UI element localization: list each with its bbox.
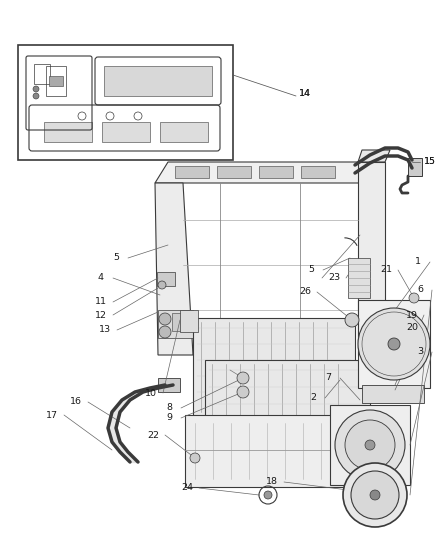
Text: 11: 11 — [95, 297, 107, 306]
Text: 14: 14 — [299, 88, 311, 98]
Polygon shape — [155, 162, 372, 183]
Bar — [408, 158, 422, 176]
Bar — [348, 258, 370, 298]
Text: 15: 15 — [424, 157, 436, 166]
Bar — [104, 66, 212, 96]
Circle shape — [33, 93, 39, 99]
Text: 21: 21 — [380, 265, 392, 274]
Text: 22: 22 — [147, 431, 159, 440]
Bar — [180, 310, 198, 332]
Bar — [157, 272, 175, 286]
Bar — [160, 122, 208, 142]
Bar — [193, 318, 355, 416]
Circle shape — [159, 326, 171, 338]
Text: 18: 18 — [266, 478, 278, 487]
Text: 3: 3 — [417, 348, 423, 357]
Bar — [46, 66, 66, 96]
Text: 1: 1 — [415, 257, 421, 266]
Text: 8: 8 — [166, 403, 172, 413]
Bar — [175, 166, 209, 178]
Circle shape — [409, 293, 419, 303]
Circle shape — [358, 308, 430, 380]
Circle shape — [335, 410, 405, 480]
Bar — [358, 300, 430, 388]
Bar — [205, 360, 370, 442]
Bar — [158, 378, 180, 392]
Text: 19: 19 — [406, 311, 418, 319]
Circle shape — [343, 463, 407, 527]
Bar — [158, 310, 193, 338]
Circle shape — [264, 491, 272, 499]
Text: 12: 12 — [95, 311, 107, 319]
Circle shape — [345, 420, 395, 470]
Circle shape — [388, 338, 400, 350]
Text: 24: 24 — [181, 483, 193, 492]
Text: 15: 15 — [424, 157, 436, 166]
Text: 5: 5 — [308, 265, 314, 274]
Bar — [330, 405, 410, 485]
Text: 23: 23 — [328, 273, 340, 282]
Circle shape — [237, 372, 249, 384]
Bar — [34, 64, 50, 84]
Text: 2: 2 — [310, 393, 316, 402]
Circle shape — [190, 453, 200, 463]
Bar — [44, 122, 92, 142]
Circle shape — [33, 86, 39, 92]
Bar — [102, 122, 150, 142]
Bar — [362, 385, 424, 403]
Text: 6: 6 — [417, 286, 423, 295]
Text: 4: 4 — [98, 273, 104, 282]
Circle shape — [345, 313, 359, 327]
Bar — [185, 415, 370, 487]
Bar — [348, 487, 372, 505]
Circle shape — [159, 313, 171, 325]
Bar — [301, 166, 335, 178]
Text: 16: 16 — [70, 398, 82, 407]
Bar — [18, 45, 233, 160]
Polygon shape — [358, 162, 385, 355]
Circle shape — [351, 471, 399, 519]
Bar — [49, 76, 63, 86]
Bar — [172, 313, 187, 331]
Text: 9: 9 — [166, 414, 172, 423]
Polygon shape — [155, 183, 193, 355]
Polygon shape — [358, 150, 390, 162]
Text: 17: 17 — [46, 410, 58, 419]
Bar — [259, 166, 293, 178]
Circle shape — [370, 490, 380, 500]
Text: 5: 5 — [113, 254, 119, 262]
Circle shape — [365, 440, 375, 450]
Bar — [217, 166, 251, 178]
Circle shape — [158, 281, 166, 289]
Text: 20: 20 — [406, 324, 418, 333]
Text: 26: 26 — [299, 287, 311, 296]
Circle shape — [237, 386, 249, 398]
Text: 7: 7 — [325, 374, 331, 383]
Text: 14: 14 — [299, 88, 311, 98]
Text: 10: 10 — [145, 389, 157, 398]
Text: 13: 13 — [99, 326, 111, 335]
